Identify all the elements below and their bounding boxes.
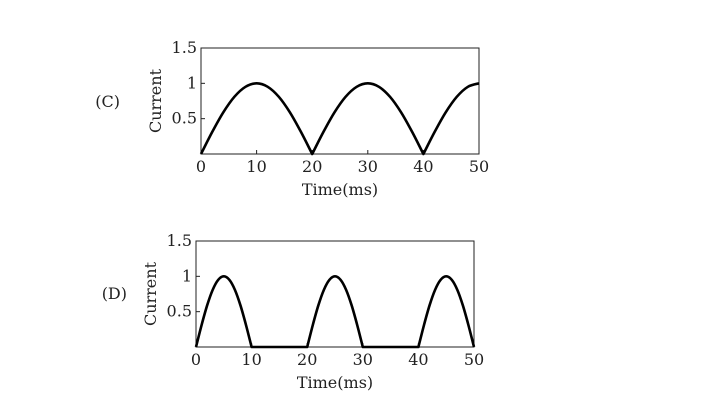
plot-frame [200, 47, 480, 155]
series-line [194, 275, 476, 349]
x-tick-label: 50 [464, 350, 484, 369]
y-axis-label: Current [146, 68, 165, 133]
x-axis-label: Time(ms) [297, 373, 373, 392]
panel-label: (C) [95, 92, 120, 111]
x-tick-label: 30 [358, 157, 378, 176]
y-tick-label: 0.5 [172, 109, 197, 128]
y-tick-label: 1 [187, 73, 197, 92]
y-tick-label: 1.5 [172, 38, 197, 57]
x-tick-label: 0 [191, 350, 201, 369]
series-line [199, 82, 480, 156]
chart-panel-c: (C) 0 10 20 30 40 50 0.5 1 1.5 Time(ms) Current [95, 38, 489, 199]
plot-frame [195, 240, 475, 348]
y-tick-label: 1 [182, 266, 192, 285]
x-tick-label: 50 [469, 157, 489, 176]
axis-ticks: 0 10 20 30 40 50 0.5 1 1.5 [172, 38, 490, 176]
x-tick-label: 10 [246, 157, 266, 176]
panel-label: (D) [102, 284, 127, 303]
x-tick-label: 10 [241, 350, 261, 369]
chart-panel-d: (D) 0 10 20 30 40 50 0.5 1 1.5 Time(ms) Current [102, 231, 484, 392]
x-axis-label: Time(ms) [302, 180, 378, 199]
x-tick-label: 40 [413, 157, 433, 176]
y-tick-label: 1.5 [167, 231, 192, 250]
x-tick-label: 20 [302, 157, 322, 176]
x-tick-label: 0 [196, 157, 206, 176]
x-tick-label: 30 [353, 350, 373, 369]
y-axis-label: Current [141, 261, 160, 326]
x-tick-label: 20 [297, 350, 317, 369]
axis-ticks: 0 10 20 30 40 50 0.5 1 1.5 [167, 231, 485, 369]
y-tick-label: 0.5 [167, 302, 192, 321]
x-tick-label: 40 [408, 350, 428, 369]
